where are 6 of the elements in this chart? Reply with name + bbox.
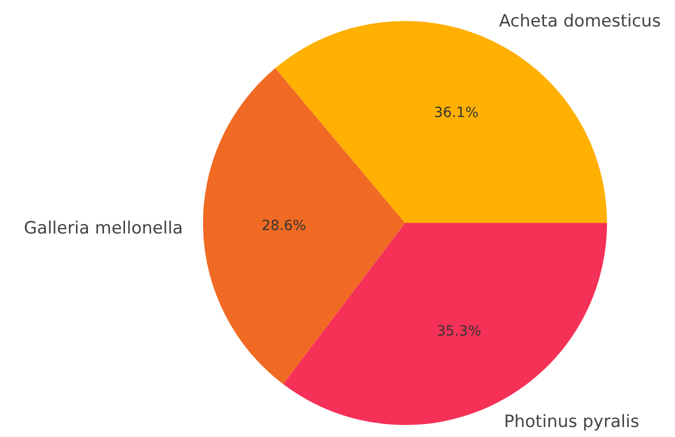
slice-label: Acheta domesticus: [498, 12, 661, 32]
slice-label: Photinus pyralis: [504, 412, 640, 432]
data-label: 35.3%: [436, 324, 482, 340]
data-label: 36.1%: [434, 105, 478, 122]
data-label: 28.6%: [262, 218, 306, 234]
slice-label: Galleria mellonella: [24, 218, 183, 239]
